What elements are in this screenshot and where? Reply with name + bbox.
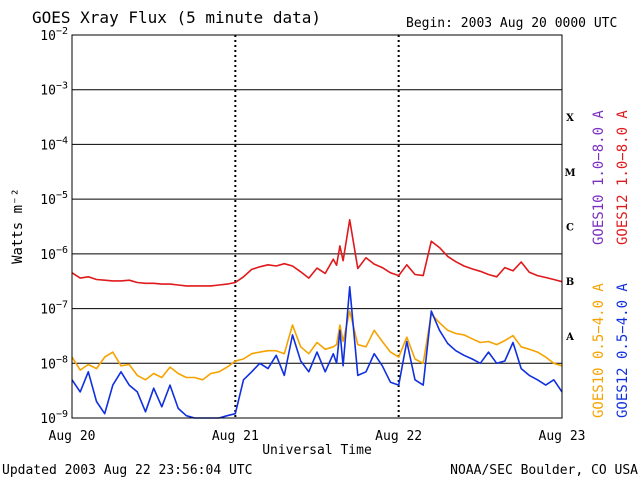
y-tick-label: 10−2 [40,26,68,44]
y-tick-label: 10−9 [40,409,68,427]
flare-class-c: C [566,223,574,234]
x-tick-label: Aug 23 [539,429,586,444]
credit-label: NOAA/SEC Boulder, CO USA [450,463,638,478]
grid-lines [72,35,562,418]
legend-goes10-long: GOES10 1.0−8.0 A [591,110,607,245]
chart-title: GOES Xray Flux (5 minute data) [32,8,321,27]
flare-class-labels: A B C M X [564,113,575,343]
flare-class-b: B [566,277,574,288]
x-tick-label: Aug 21 [212,429,259,444]
y-tick-label: 10−7 [40,300,68,318]
flare-class-a: A [565,332,574,343]
legend-goes12-long: GOES12 1.0−8.0 A [615,110,631,245]
y-tick-label: 10−8 [40,354,68,372]
x-axis-label: Universal Time [262,443,372,458]
plot-frame [71,34,563,419]
x-axis-tick-labels: Aug 20 Aug 21 Aug 22 Aug 23 [49,429,586,444]
y-axis-label: Watts m⁻² [10,188,26,264]
x-tick-label: Aug 20 [49,429,96,444]
y-tick-label: 10−4 [40,135,68,153]
flare-class-m: M [564,168,575,179]
flare-class-x: X [566,113,574,124]
updated-timestamp: Updated 2003 Aug 22 23:56:04 UTC [2,463,252,478]
series-line-3 [71,285,563,419]
x-tick-label: Aug 22 [375,429,422,444]
y-tick-label: 10−6 [40,245,68,263]
legend-goes10-short: GOES10 0.5−4.0 A [591,283,607,418]
y-tick-label: 10−5 [40,190,68,208]
legend-goes12-short: GOES12 0.5−4.0 A [615,283,631,418]
begin-time-label: Begin: 2003 Aug 20 0000 UTC [406,16,617,31]
y-axis-tick-labels: 10−9 10−8 10−7 10−6 10−5 10−4 10−3 10−2 [40,26,68,427]
series-line-2 [71,310,563,381]
series-line-1 [71,219,563,287]
y-tick-label: 10−3 [40,81,68,99]
data-series [71,219,563,419]
